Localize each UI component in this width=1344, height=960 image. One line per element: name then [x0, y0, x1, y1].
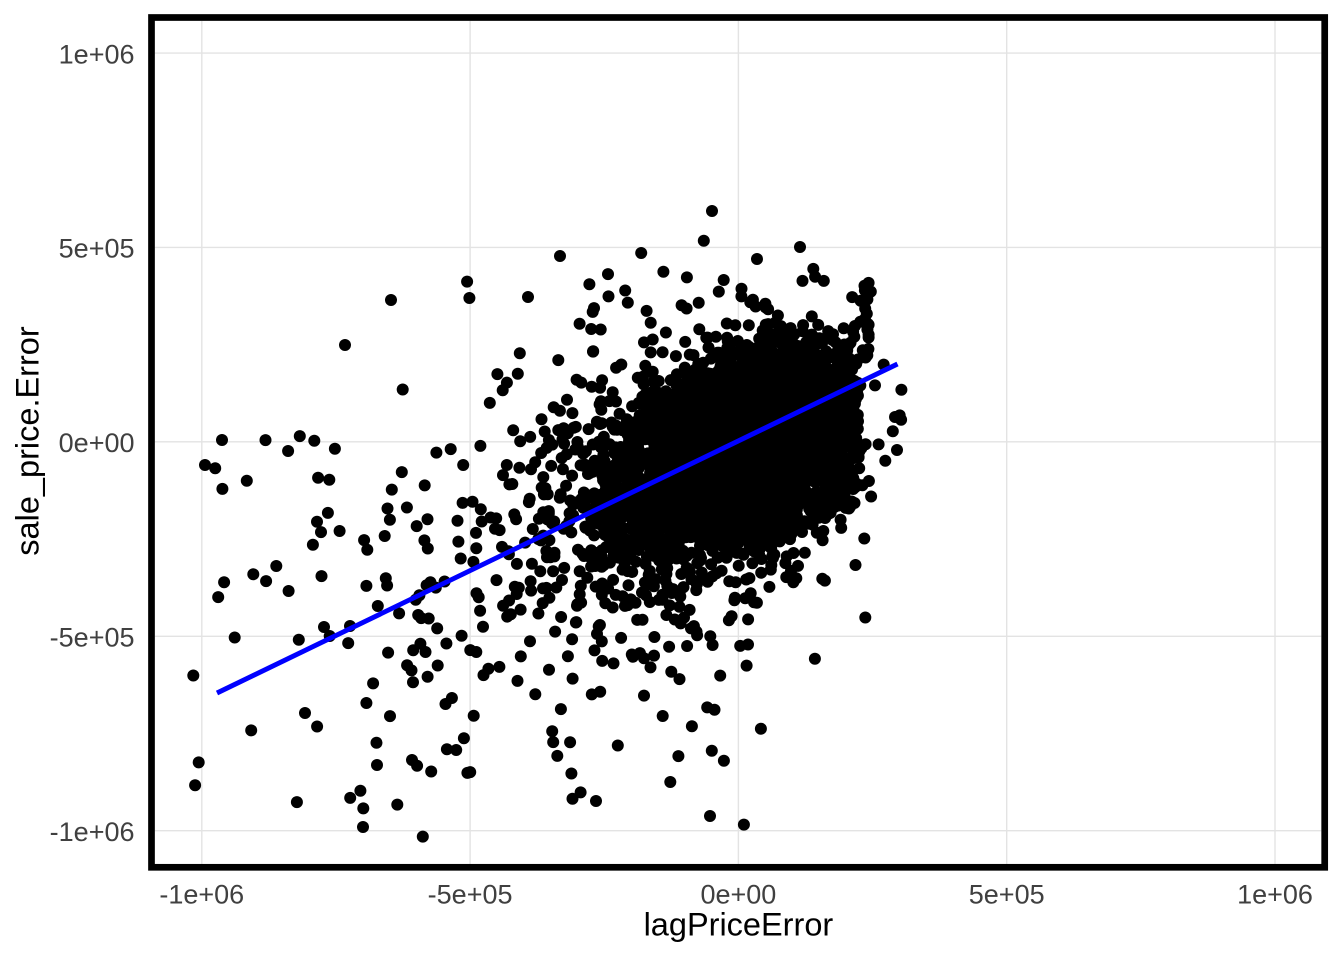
- svg-text:sale_price.Error: sale_price.Error: [10, 326, 46, 556]
- svg-text:5e+05: 5e+05: [59, 234, 135, 264]
- svg-text:0e+00: 0e+00: [700, 880, 776, 910]
- svg-text:-5e+05: -5e+05: [428, 880, 513, 910]
- svg-text:-1e+06: -1e+06: [50, 817, 135, 847]
- svg-text:0e+00: 0e+00: [59, 428, 135, 458]
- svg-text:1e+06: 1e+06: [59, 39, 135, 69]
- svg-text:-5e+05: -5e+05: [50, 623, 135, 653]
- svg-text:5e+05: 5e+05: [969, 880, 1045, 910]
- svg-text:1e+06: 1e+06: [1237, 880, 1313, 910]
- svg-text:-1e+06: -1e+06: [159, 880, 244, 910]
- svg-text:lagPriceError: lagPriceError: [644, 907, 834, 943]
